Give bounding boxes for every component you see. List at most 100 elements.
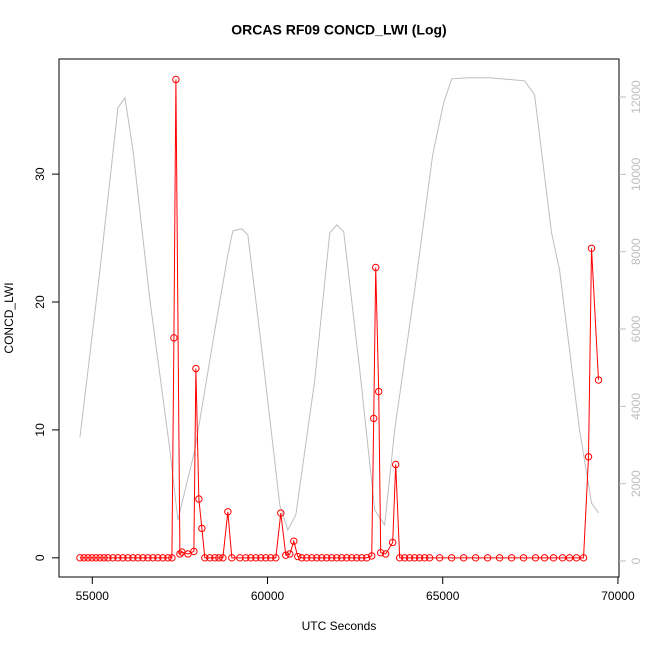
data-point <box>219 554 227 562</box>
data-point <box>425 554 434 562</box>
data-point <box>262 554 270 562</box>
data-point <box>172 75 180 84</box>
data-point <box>139 554 147 562</box>
x-axis-label: UTC Seconds <box>302 619 377 633</box>
data-point <box>215 554 223 562</box>
data-point <box>144 554 152 562</box>
y-tick-label: 10 <box>33 423 47 437</box>
data-point <box>104 554 112 562</box>
data-point <box>348 554 356 562</box>
y-axis-label: CONCD_LWI <box>2 282 16 353</box>
data-point <box>176 550 184 558</box>
data-point <box>224 508 232 516</box>
data-point <box>323 554 331 562</box>
data-point <box>80 554 88 562</box>
data-point <box>257 554 265 562</box>
data-point <box>211 554 219 562</box>
data-point <box>134 554 142 562</box>
x-tick-label: 55000 <box>76 589 110 603</box>
data-point <box>587 244 596 252</box>
data-point <box>333 554 341 562</box>
data-point <box>198 524 206 533</box>
data-point <box>242 554 250 562</box>
data-point <box>290 537 298 545</box>
data-point <box>375 387 383 396</box>
data-point <box>584 453 593 461</box>
data-point <box>483 554 492 562</box>
data-point <box>370 414 378 423</box>
data-point <box>572 554 581 562</box>
data-point <box>459 554 468 562</box>
data-point <box>594 376 603 384</box>
data-point <box>100 554 108 562</box>
data-point <box>410 554 419 562</box>
x-tick-label: 65000 <box>426 589 460 603</box>
data-point <box>308 554 316 562</box>
data-point <box>114 554 122 562</box>
data-point <box>579 554 588 562</box>
y2-tick-label: 12000 <box>629 80 643 114</box>
data-point <box>247 554 255 562</box>
data-point <box>149 554 157 562</box>
data-point <box>267 554 275 562</box>
data-point <box>368 552 376 560</box>
data-point <box>109 554 117 562</box>
data-point <box>76 554 84 562</box>
data-point <box>372 263 380 272</box>
data-point <box>184 550 192 558</box>
data-point <box>313 554 321 562</box>
data-point <box>519 554 528 562</box>
data-point <box>96 554 104 562</box>
data-point <box>363 554 371 562</box>
data-point <box>282 551 290 559</box>
data-point <box>195 495 203 503</box>
data-point <box>190 547 198 556</box>
series-line <box>79 79 599 559</box>
x-tick-label: 70000 <box>601 589 635 603</box>
data-point <box>170 334 178 342</box>
data-point <box>164 554 172 562</box>
data-point <box>277 509 285 517</box>
data-point <box>338 554 346 562</box>
data-point <box>471 554 480 562</box>
data-point <box>252 554 260 562</box>
data-point <box>318 554 326 562</box>
data-point <box>84 554 92 562</box>
data-point <box>435 554 444 562</box>
data-point <box>495 554 504 562</box>
y2-tick-label: 2000 <box>629 470 643 497</box>
y2-tick-label: 6000 <box>629 315 643 342</box>
data-point <box>159 554 167 562</box>
data-point <box>388 538 397 547</box>
data-point <box>88 554 96 562</box>
data-point <box>228 554 236 562</box>
data-point <box>382 550 390 558</box>
data-point <box>507 554 516 562</box>
data-point <box>540 554 549 562</box>
data-point <box>286 550 294 558</box>
data-point <box>206 554 214 562</box>
data-point <box>192 364 200 373</box>
data-point <box>558 554 567 562</box>
data-point <box>415 554 424 562</box>
data-point <box>343 554 351 562</box>
y-tick-label: 0 <box>33 554 47 561</box>
data-point <box>358 554 366 562</box>
data-point <box>129 554 137 562</box>
data-point <box>400 554 409 562</box>
data-point <box>405 554 414 562</box>
data-point <box>201 554 209 562</box>
data-point <box>124 554 132 562</box>
data-point <box>353 554 361 562</box>
data-point <box>565 554 574 562</box>
data-point <box>447 554 456 562</box>
y2-tick-label: 4000 <box>629 393 643 420</box>
data-point <box>392 460 400 469</box>
series-line <box>79 77 599 532</box>
data-point <box>303 554 311 562</box>
data-point <box>154 554 162 562</box>
chart-title: ORCAS RF09 CONCD_LWI (Log) <box>231 22 446 38</box>
y-tick-label: 20 <box>33 295 47 309</box>
